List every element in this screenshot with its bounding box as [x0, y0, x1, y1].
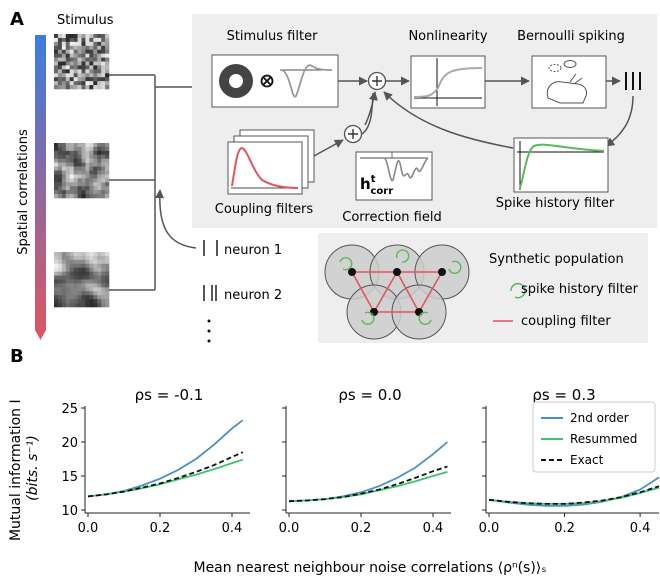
stimulus-filter-label: Stimulus filter	[227, 29, 319, 44]
stimulus-image-medium	[54, 143, 110, 199]
spike-train-icon	[625, 72, 641, 90]
legend-coupling-label: coupling filter	[521, 314, 611, 329]
chart-panel-1: ρs = -0.1 0.0 0.2 0.4	[78, 386, 250, 536]
panel-b-letter: B	[10, 346, 24, 367]
x-tick-label: 0.2	[150, 521, 171, 536]
stimulus-title: Stimulus	[57, 13, 114, 28]
spikes-to-coupling-arrow	[155, 189, 197, 249]
spike-to-history-arrow	[605, 95, 634, 147]
neuron1-spikes	[203, 240, 218, 256]
x-tick-label: 0.0	[78, 521, 99, 536]
series-line-exact	[488, 485, 660, 505]
series-line-resummed	[87, 458, 244, 498]
y-tick-label: 15	[61, 470, 78, 485]
correction-h: ht corr	[360, 174, 393, 197]
history-feedback-arrow	[383, 91, 514, 149]
correction-field-curve	[383, 157, 429, 182]
correction-field-label: Correction field	[342, 210, 441, 225]
panel-a-letter: A	[10, 9, 24, 30]
x-tick-label: 0.0	[279, 521, 300, 536]
coupling-to-sum-arrow	[364, 91, 378, 126]
temporal-filter-curve	[280, 64, 333, 98]
stimulus-image-correlated	[54, 252, 110, 308]
y-tick-label: 25	[61, 402, 78, 417]
y-tick-label: 20	[61, 436, 78, 451]
x-tick-label: 0.0	[479, 521, 500, 536]
x-tick-label: 0.4	[423, 521, 444, 536]
chart-title: ρs = 0.0	[338, 386, 401, 404]
synthetic-population-title: Synthetic population	[489, 252, 624, 267]
nonlinearity-curve	[413, 67, 483, 98]
series-line-resummed	[288, 471, 448, 503]
legend-exact: Exact	[570, 453, 604, 467]
spatial-correlation-gradient	[35, 35, 46, 340]
neuron1-label: neuron 1	[224, 243, 282, 258]
mutual-information-plots: ρs = -0.10.0 0.2 0.4ρs = 0.00.0 0.2 0.4ρs = …	[78, 386, 660, 536]
stimulus-connector	[109, 74, 200, 291]
legend-spike-history-icon	[510, 282, 526, 299]
series-line-2nd-order	[488, 476, 660, 507]
more-neurons-ellipsis	[207, 319, 211, 343]
coupling-filters-stack	[227, 129, 315, 195]
sum-node-correction	[343, 124, 363, 144]
chart-panel-2: ρs = 0.0 0.0 0.2 0.4	[279, 386, 451, 536]
legend-2nd-order: 2nd order	[570, 411, 629, 425]
bernoulli-label: Bernoulli spiking	[517, 29, 625, 44]
y-axis-label: Mutual information I (bits. s⁻¹)	[8, 395, 41, 541]
legend-spike-history-label: spike history filter	[521, 282, 639, 297]
neuron2-spikes	[203, 285, 217, 301]
chart-title: ρs = -0.1	[135, 386, 204, 404]
coupling-filters-label: Coupling filters	[215, 202, 314, 217]
chart-title: ρs = 0.3	[532, 386, 595, 404]
x-tick-label: 0.4	[630, 521, 651, 536]
series-line-exact	[87, 451, 244, 498]
y-tick-label: 10	[61, 504, 78, 519]
spatial-correlations-label: Spatial correlations	[16, 129, 31, 255]
series-line-exact	[288, 465, 448, 503]
x-tick-label: 0.2	[554, 521, 575, 536]
x-axis-label: Mean nearest neighbour noise correlation…	[193, 560, 546, 576]
coupling-filter-curve	[231, 146, 299, 189]
convolution-icon	[260, 74, 274, 88]
neuron2-label: neuron 2	[224, 288, 282, 303]
series-line-2nd-order	[87, 419, 244, 498]
stimulus-image-uncorrelated	[54, 34, 110, 90]
spike-history-curve	[519, 143, 605, 189]
x-tick-label: 0.2	[351, 521, 372, 536]
x-tick-label: 0.4	[222, 521, 243, 536]
legend-resummed: Resummed	[570, 432, 637, 446]
chart-panel-3: ρs = 0.3 0.0 0.2 0.4	[479, 386, 660, 536]
spike-history-label: Spike history filter	[496, 196, 615, 211]
chart-legend: 2nd order Resummed Exact	[532, 401, 656, 473]
nonlinearity-box	[410, 55, 486, 109]
nonlinearity-label: Nonlinearity	[408, 29, 487, 44]
y-axis-ticks: 10 15 20 25	[61, 402, 78, 519]
synthetic-population-diagram	[324, 244, 470, 340]
sum-node-main	[367, 71, 387, 91]
coin-flip-hand-icon	[546, 60, 587, 104]
